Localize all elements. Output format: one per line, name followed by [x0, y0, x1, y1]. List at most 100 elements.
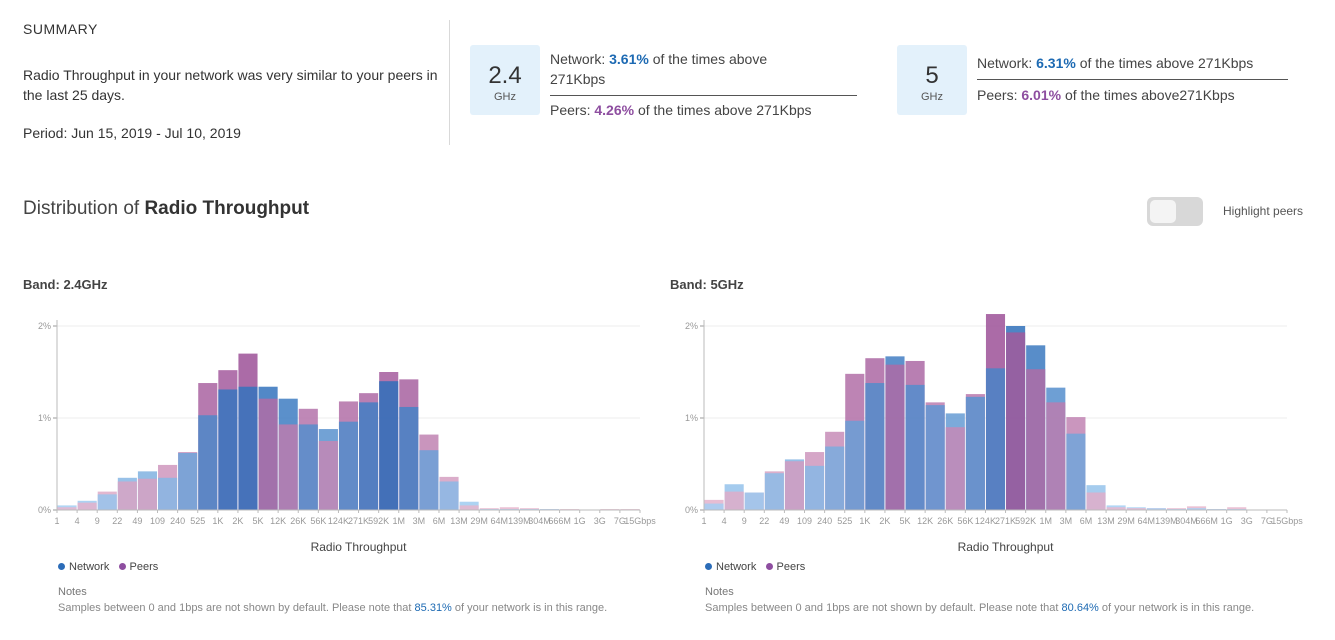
bar-peers-1M[interactable]: [1046, 402, 1066, 510]
summary-title: SUMMARY: [23, 21, 98, 37]
x-tick-label: 64M: [1138, 516, 1156, 526]
bar-network-124K[interactable]: [338, 421, 359, 510]
bar-network-64M[interactable]: [1146, 508, 1166, 510]
bar-network-12K[interactable]: [925, 405, 945, 510]
bar-network-240[interactable]: [825, 446, 845, 510]
x-tick-label: 56K: [957, 516, 973, 526]
x-tick-label: 3M: [1060, 516, 1073, 526]
bar-peers-592K[interactable]: [1026, 369, 1046, 510]
bar-network-56K[interactable]: [965, 396, 985, 510]
chart-5-notes-title: Notes: [705, 586, 734, 598]
bar-peers-1[interactable]: [57, 507, 77, 510]
x-tick-label: 15Gbps: [624, 516, 656, 526]
period-text: Period: Jun 15, 2019 - Jul 10, 2019: [23, 125, 241, 141]
bar-peers-12K[interactable]: [278, 424, 298, 510]
bar-network-1K[interactable]: [865, 383, 885, 510]
bar-peers-49[interactable]: [784, 461, 805, 510]
x-tick-label: 4: [75, 516, 80, 526]
toggle-knob[interactable]: [1150, 200, 1176, 223]
y-tick-label: 2%: [38, 321, 51, 331]
bar-network-9[interactable]: [97, 494, 117, 510]
legend-network-item[interactable]: Network: [705, 561, 756, 573]
bar-peers-64M[interactable]: [499, 507, 519, 510]
x-tick-label: 26K: [290, 516, 306, 526]
x-tick-label: 3G: [594, 516, 606, 526]
bar-network-2K[interactable]: [238, 386, 258, 510]
bar-network-124K[interactable]: [985, 368, 1006, 510]
bar-network-240[interactable]: [178, 452, 198, 510]
x-tick-label: 26K: [937, 516, 953, 526]
bar-peers-1G[interactable]: [1227, 507, 1247, 510]
y-tick-label: 2%: [685, 321, 698, 331]
bar-peers-49[interactable]: [137, 478, 158, 510]
bar-network-525[interactable]: [845, 420, 865, 510]
bar-network-3M[interactable]: [419, 450, 439, 510]
bar-peers-6M[interactable]: [1086, 492, 1106, 510]
x-tick-label: 240: [817, 516, 832, 526]
bar-network-109[interactable]: [158, 477, 178, 510]
legend-peers-item[interactable]: Peers: [118, 561, 158, 573]
x-tick-label: 12K: [270, 516, 286, 526]
bar-peers-13M[interactable]: [459, 505, 479, 510]
bar-network-6M[interactable]: [439, 481, 459, 510]
bar-network-5K[interactable]: [905, 384, 925, 510]
x-tick-label: 56K: [310, 516, 326, 526]
bar-network-304M[interactable]: [1186, 508, 1207, 510]
bar-network-1[interactable]: [704, 503, 724, 510]
x-axis-label: Radio Throughput: [311, 540, 408, 554]
bar-network-1K[interactable]: [218, 389, 238, 510]
x-tick-label: 7G: [1261, 516, 1273, 526]
bar-peers-5K[interactable]: [258, 398, 278, 510]
x-tick-label: 12K: [917, 516, 933, 526]
band-5-unit: GHz: [921, 91, 943, 103]
bar-peers-271K[interactable]: [1006, 332, 1026, 510]
x-tick-label: 49: [779, 516, 789, 526]
x-tick-label: 1: [54, 516, 59, 526]
bar-peers-4[interactable]: [77, 502, 97, 510]
x-tick-label: 304M: [528, 516, 551, 526]
bar-network-109[interactable]: [805, 465, 825, 510]
legend-peers-item[interactable]: Peers: [765, 561, 805, 573]
x-tick-label: 240: [170, 516, 185, 526]
x-tick-label: 271K: [995, 516, 1016, 526]
x-tick-label: 6M: [433, 516, 446, 526]
y-tick-label: 0%: [38, 505, 51, 515]
x-tick-label: 525: [190, 516, 205, 526]
bar-peers-29M[interactable]: [1126, 508, 1146, 510]
x-tick-label: 64M: [491, 516, 509, 526]
band-5-badge: 5 GHz: [897, 45, 967, 115]
chart-24-legend: Network Peers: [58, 561, 158, 573]
bar-network-22[interactable]: [764, 473, 784, 510]
x-tick-label: 124K: [328, 516, 349, 526]
bar-peers-26K[interactable]: [945, 427, 965, 510]
chart-5-notes: Samples between 0 and 1bps are not shown…: [705, 602, 1255, 614]
bar-peers-2K[interactable]: [885, 364, 905, 510]
bar-network-271K[interactable]: [359, 402, 379, 510]
bar-network-3M[interactable]: [1066, 433, 1086, 510]
bar-peers-13M[interactable]: [1106, 507, 1126, 510]
bar-network-525[interactable]: [198, 415, 218, 510]
bar-peers-56K[interactable]: [318, 441, 338, 510]
bar-network-592K[interactable]: [379, 381, 399, 510]
bar-network-26K[interactable]: [298, 424, 318, 510]
x-tick-label: 22: [759, 516, 769, 526]
bar-network-9[interactable]: [744, 492, 764, 510]
x-tick-label: 109: [150, 516, 165, 526]
band-5-network-stat: Network: 6.31% of the times above 271Kbp…: [977, 55, 1254, 71]
x-tick-label: 13M: [1097, 516, 1115, 526]
x-tick-label: 1G: [574, 516, 586, 526]
band-24-badge: 2.4 GHz: [470, 45, 540, 115]
bar-peers-4[interactable]: [724, 491, 744, 510]
highlight-peers-toggle[interactable]: [1147, 197, 1203, 226]
x-tick-label: 139M: [1155, 516, 1178, 526]
x-tick-label: 7G: [614, 516, 626, 526]
x-tick-label: 1K: [859, 516, 870, 526]
x-tick-label: 22: [112, 516, 122, 526]
x-tick-label: 2K: [232, 516, 243, 526]
legend-network-item[interactable]: Network: [58, 561, 109, 573]
bar-network-1M[interactable]: [399, 406, 419, 510]
chart-5ghz: 0%1%2%1 4 9 22 49 109 240 525 1K 2K 5K 12K 26K 56K 124…: [685, 314, 1303, 554]
bar-peers-22[interactable]: [117, 481, 137, 510]
band-5-network-pct: 6.31%: [1036, 55, 1076, 71]
x-tick-label: 1M: [1040, 516, 1053, 526]
